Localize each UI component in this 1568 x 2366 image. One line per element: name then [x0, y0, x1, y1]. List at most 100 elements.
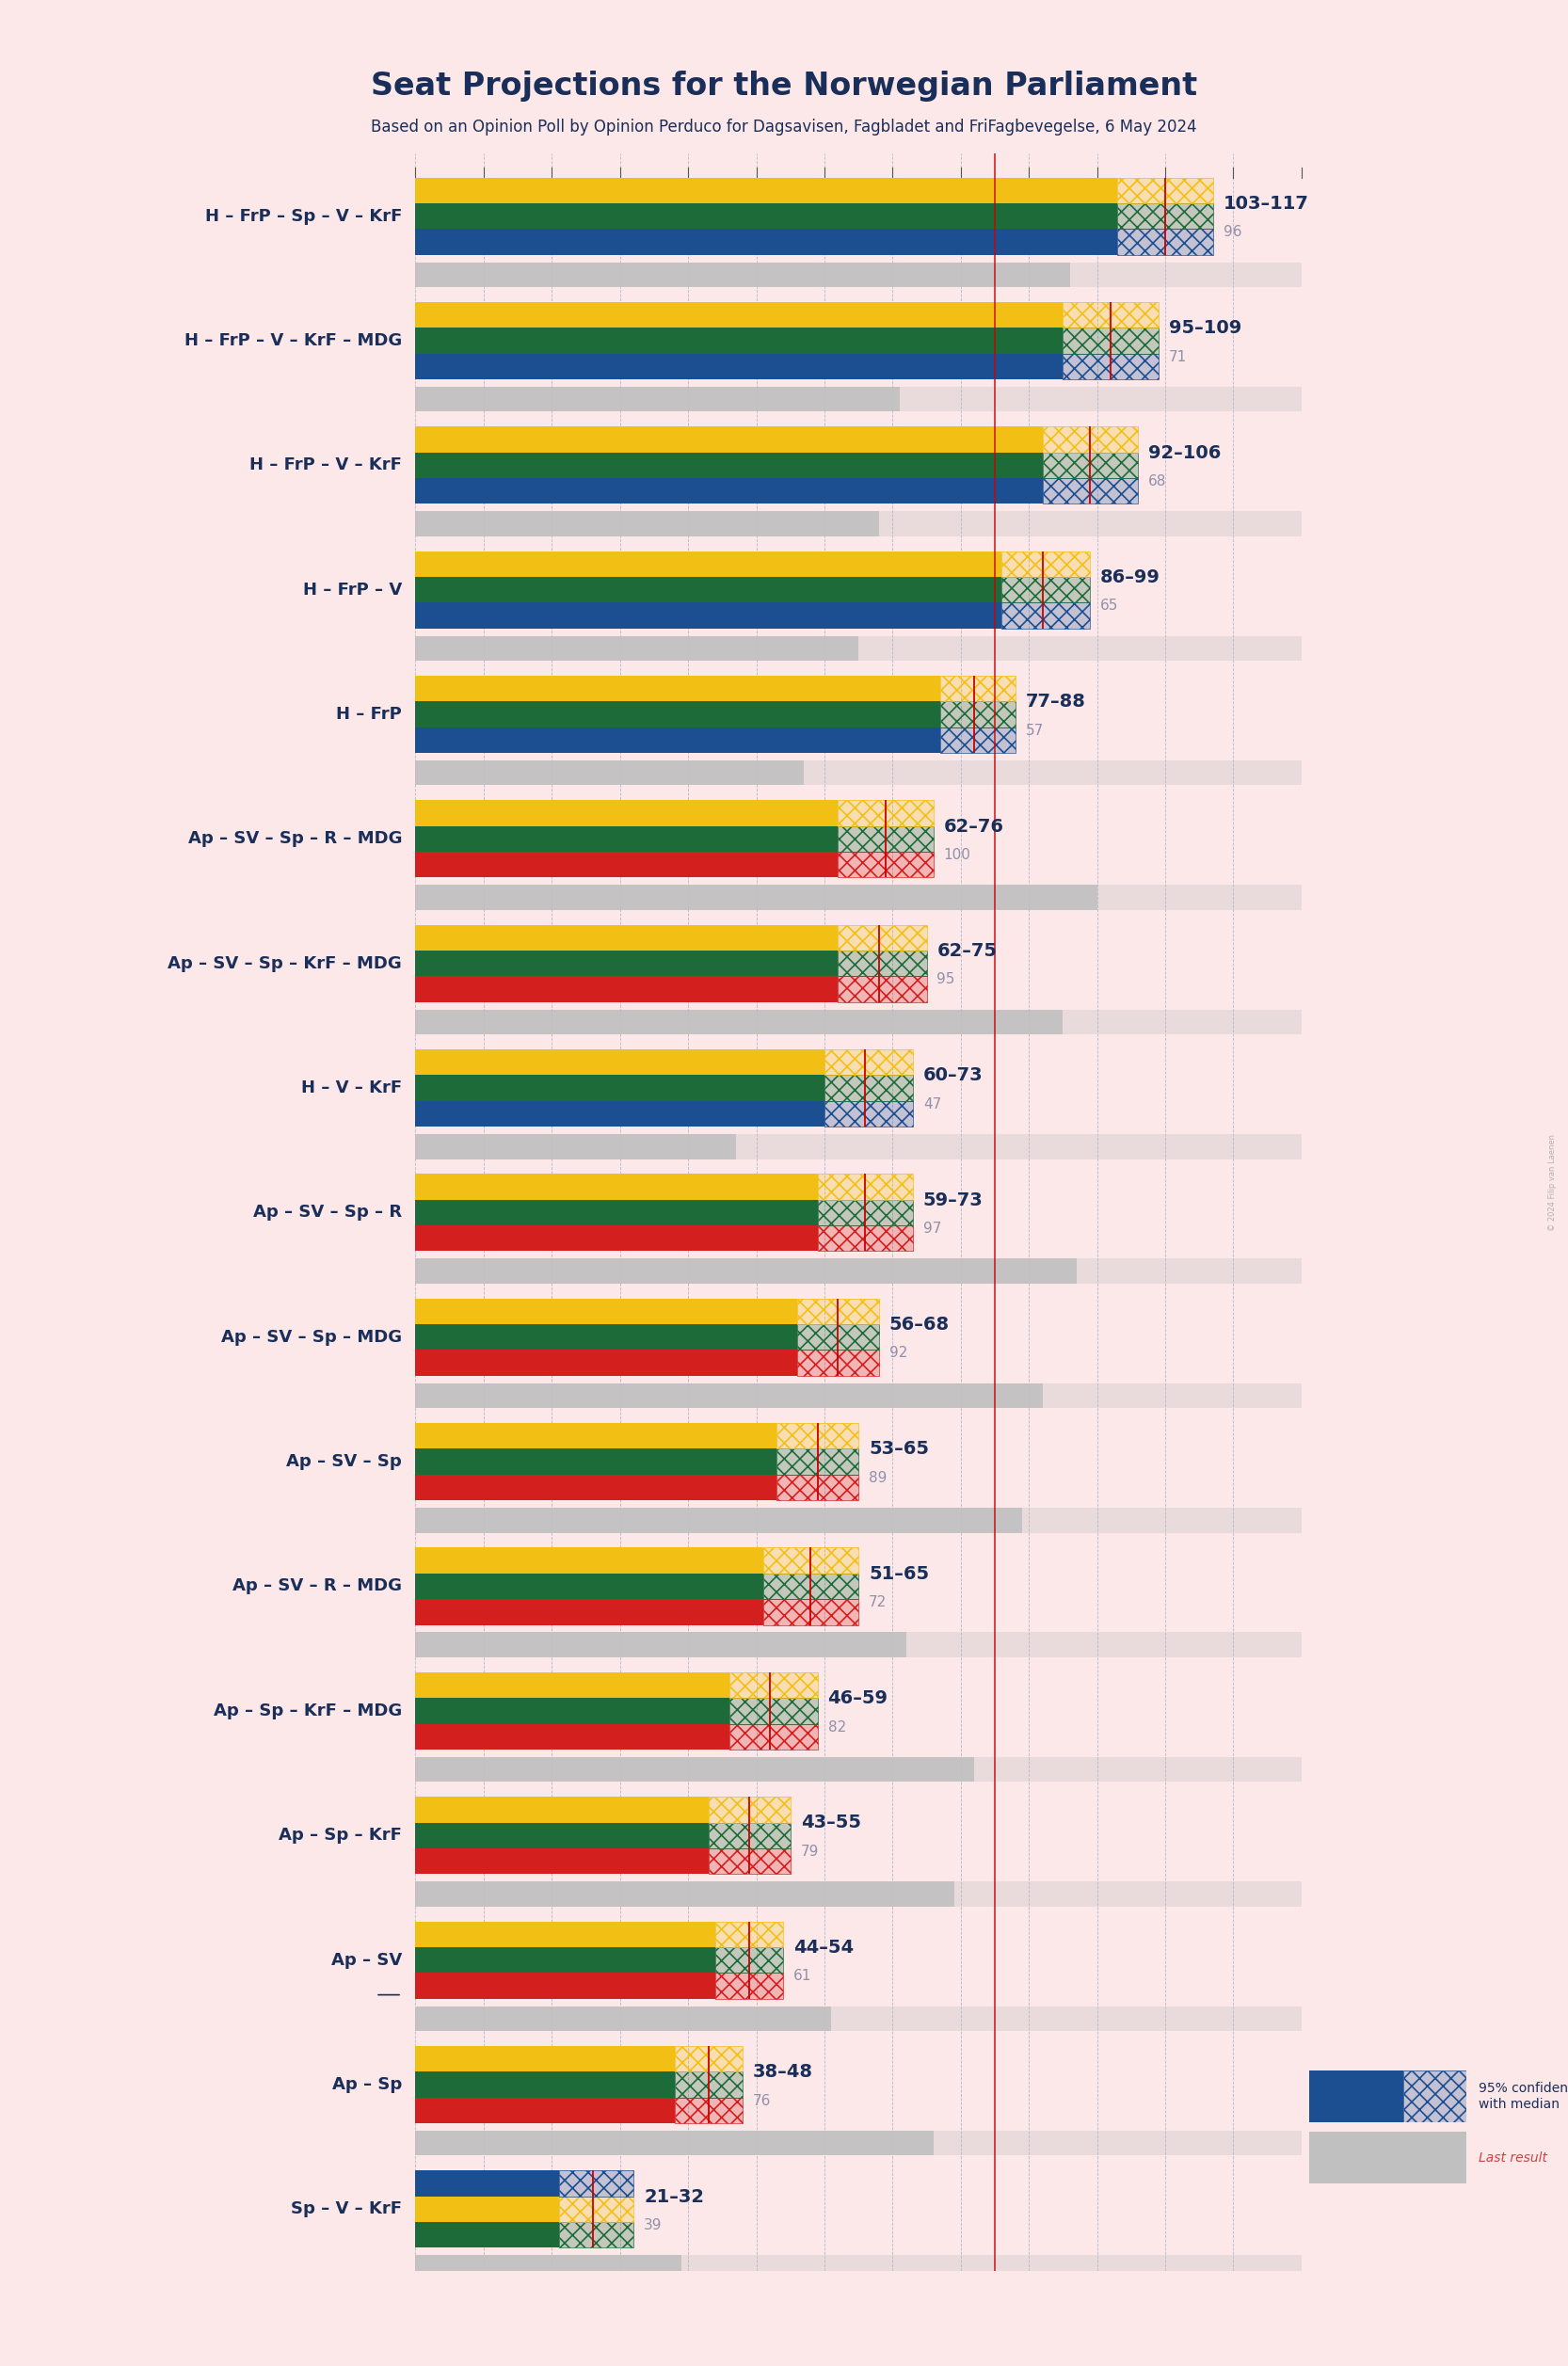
Bar	[797, 1299, 880, 1325]
Bar	[416, 1010, 1063, 1034]
Bar	[416, 452, 1043, 478]
Bar	[558, 2222, 633, 2248]
Text: 92: 92	[889, 1346, 908, 1360]
Bar	[416, 511, 1301, 537]
Text: Ap – SV – Sp – R: Ap – SV – Sp – R	[252, 1204, 401, 1221]
Text: 46–59: 46–59	[828, 1689, 887, 1708]
Bar	[837, 951, 927, 977]
Bar	[416, 885, 1098, 911]
Bar	[416, 1448, 776, 1474]
Text: H – FrP – V – KrF – MDG: H – FrP – V – KrF – MDG	[185, 331, 401, 350]
Text: 103–117: 103–117	[1223, 194, 1309, 213]
Bar	[837, 826, 933, 852]
Bar	[416, 1384, 1043, 1408]
Bar	[416, 1074, 825, 1100]
Text: 62–76: 62–76	[944, 819, 1004, 835]
Text: 62–75: 62–75	[936, 942, 997, 961]
Bar	[558, 2196, 633, 2222]
Bar	[1002, 603, 1090, 629]
Bar	[416, 478, 1043, 504]
Bar	[416, 1474, 776, 1500]
Text: 82: 82	[828, 1720, 845, 1734]
Text: 60–73: 60–73	[924, 1067, 983, 1084]
Bar	[416, 177, 1118, 203]
Bar	[837, 800, 933, 826]
Bar	[837, 852, 933, 878]
Bar	[715, 1947, 784, 1973]
Bar	[1118, 203, 1214, 230]
Text: 38–48: 38–48	[753, 2063, 814, 2082]
Bar	[416, 353, 1063, 379]
Bar	[416, 263, 1069, 286]
Bar	[941, 700, 1014, 726]
Bar	[1309, 2070, 1403, 2122]
Bar	[416, 1325, 797, 1351]
Bar	[416, 759, 1301, 786]
Bar	[1063, 329, 1159, 353]
Bar	[776, 1422, 859, 1448]
Bar	[729, 1699, 817, 1725]
Bar	[1002, 577, 1090, 603]
Bar	[558, 2170, 633, 2196]
Bar	[416, 1848, 709, 1874]
Bar	[416, 329, 1063, 353]
Text: © 2024 Filip van Laenen: © 2024 Filip van Laenen	[1549, 1136, 1557, 1230]
Bar	[837, 977, 927, 1003]
Bar	[416, 1259, 1301, 1285]
Bar	[674, 2096, 743, 2122]
Bar	[416, 2222, 558, 2248]
Text: H – FrP – V – KrF: H – FrP – V – KrF	[249, 457, 401, 473]
Text: Ap – SV – R – MDG: Ap – SV – R – MDG	[232, 1578, 401, 1595]
Text: 76: 76	[753, 2094, 771, 2108]
Bar	[797, 1351, 880, 1375]
Text: 43–55: 43–55	[801, 1815, 861, 1831]
Bar	[797, 1299, 880, 1325]
Bar	[416, 577, 1002, 603]
Bar	[416, 2006, 831, 2030]
Bar	[674, 2047, 743, 2073]
Bar	[825, 1100, 913, 1126]
Bar	[709, 1796, 790, 1822]
Bar	[729, 1673, 817, 1699]
Bar	[1118, 230, 1214, 256]
Bar	[1043, 452, 1138, 478]
Text: Based on an Opinion Poll by Opinion Perduco for Dagsavisen, Fagbladet and FriFag: Based on an Opinion Poll by Opinion Perd…	[372, 118, 1196, 135]
Bar	[1043, 478, 1138, 504]
Bar	[416, 303, 1063, 329]
Bar	[674, 2047, 743, 2073]
Bar	[416, 1973, 715, 1999]
Bar	[797, 1325, 880, 1351]
Bar	[764, 1599, 859, 1625]
Text: 21–32: 21–32	[644, 2189, 704, 2205]
Text: 59–73: 59–73	[924, 1190, 983, 1209]
Bar	[1118, 203, 1214, 230]
Bar	[715, 1921, 784, 1947]
Bar	[416, 1422, 776, 1448]
Bar	[416, 1758, 1301, 1782]
Bar	[715, 1973, 784, 1999]
Bar	[416, 203, 1118, 230]
Bar	[416, 1699, 729, 1725]
Bar	[764, 1573, 859, 1599]
Text: 61: 61	[793, 1969, 812, 1983]
Bar	[715, 1921, 784, 1947]
Text: 51–65: 51–65	[869, 1564, 930, 1583]
Bar	[416, 386, 1301, 412]
Bar	[558, 2222, 633, 2248]
Bar	[825, 1074, 913, 1100]
Text: 100: 100	[944, 847, 971, 861]
Text: H – V – KrF: H – V – KrF	[301, 1079, 401, 1095]
Text: Ap – SV – Sp: Ap – SV – Sp	[287, 1453, 401, 1469]
Bar	[1043, 478, 1138, 504]
Bar	[729, 1725, 817, 1748]
Bar	[776, 1474, 859, 1500]
Bar	[715, 1947, 784, 1973]
Bar	[817, 1174, 913, 1200]
Bar	[416, 925, 837, 951]
Bar	[837, 800, 933, 826]
Bar	[416, 726, 941, 752]
Bar	[776, 1474, 859, 1500]
Text: 44–54: 44–54	[793, 1938, 855, 1957]
Text: 39: 39	[644, 2219, 662, 2234]
Bar	[825, 1051, 913, 1074]
